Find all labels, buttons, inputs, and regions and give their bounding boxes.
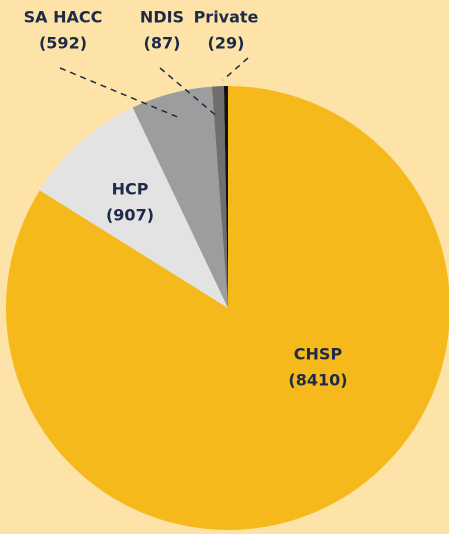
slice-label: Private (194, 8, 259, 27)
value-label: (592) (39, 34, 87, 53)
value-label: (87) (144, 34, 181, 53)
pie-slice (211, 86, 228, 308)
value-label: (29) (208, 34, 245, 53)
slice-label: SA HACC (24, 8, 103, 27)
slice-label: HCP (112, 180, 149, 199)
value-label: (907) (106, 206, 154, 225)
leader-line (222, 57, 249, 81)
pie-slice (223, 86, 228, 308)
pie-slice (6, 86, 449, 530)
leader-line (59, 67, 181, 119)
leader-line (159, 67, 220, 119)
value-label: (8410) (288, 371, 347, 390)
slice-label: CHSP (294, 345, 343, 364)
slice-label: NDIS (140, 8, 184, 27)
pie-slice (132, 86, 228, 309)
pie-slice (39, 107, 229, 308)
